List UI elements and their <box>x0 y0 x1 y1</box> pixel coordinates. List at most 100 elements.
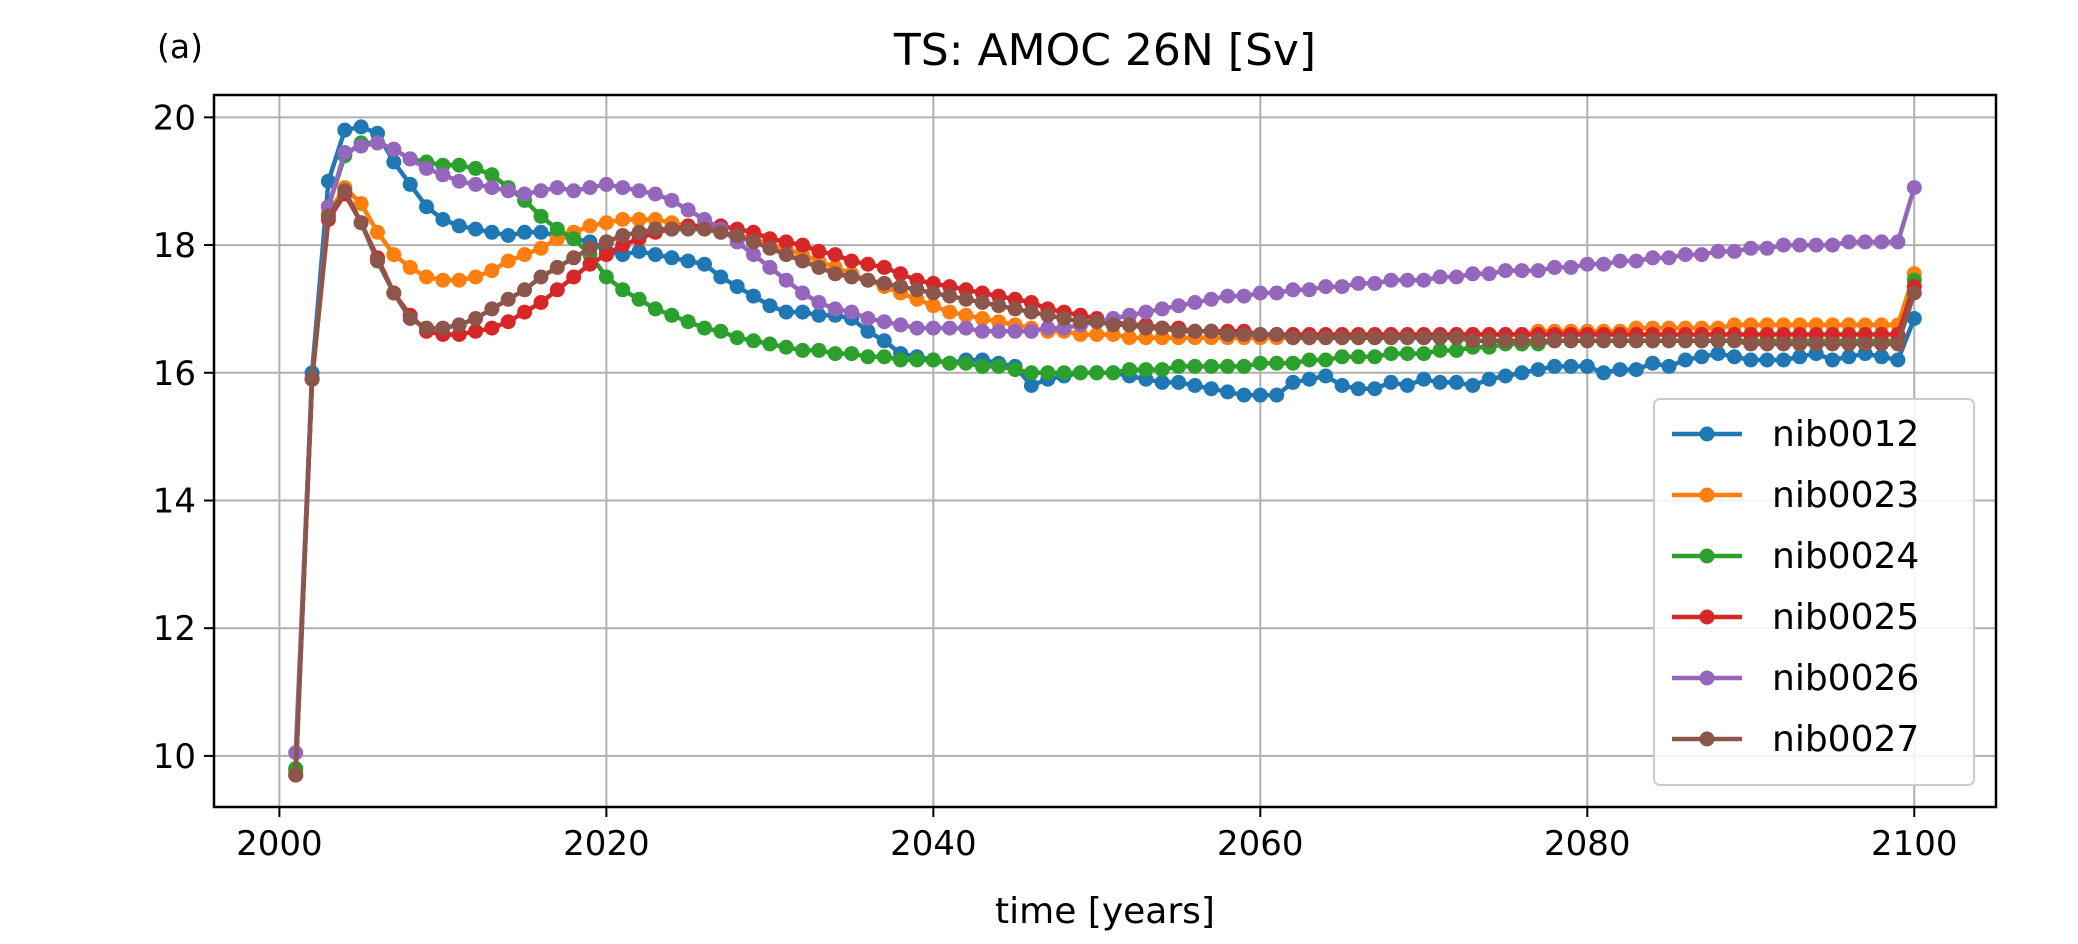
data-point <box>402 311 418 326</box>
data-point <box>435 212 451 227</box>
y-tick-label: 10 <box>153 737 196 777</box>
data-point <box>876 314 892 330</box>
data-point <box>1187 358 1203 374</box>
data-point <box>631 212 647 227</box>
data-point <box>1252 285 1268 301</box>
data-point <box>1138 362 1154 378</box>
y-tick-label: 12 <box>153 609 196 649</box>
x-tick-label: 2020 <box>563 824 650 864</box>
data-point <box>827 266 843 282</box>
data-point <box>991 298 1007 314</box>
data-point <box>615 180 631 196</box>
data-point <box>419 269 434 285</box>
data-point <box>1187 323 1203 339</box>
data-point <box>1383 272 1399 288</box>
data-point <box>435 272 451 288</box>
data-point <box>582 240 598 256</box>
data-point <box>320 173 336 189</box>
data-point <box>1841 349 1857 365</box>
data-point <box>1285 330 1301 346</box>
data-point <box>1089 365 1105 381</box>
data-point <box>1367 275 1383 291</box>
data-point <box>1171 298 1187 314</box>
data-point <box>1285 374 1301 390</box>
data-point <box>974 311 990 326</box>
data-point <box>468 160 484 176</box>
data-point <box>1514 365 1530 381</box>
data-point <box>860 256 876 272</box>
data-point <box>1105 365 1121 381</box>
data-point <box>1449 269 1464 285</box>
data-point <box>729 228 745 243</box>
data-point <box>795 342 811 358</box>
data-point <box>1825 352 1840 368</box>
data-point <box>533 208 549 224</box>
data-point <box>860 349 876 365</box>
data-point <box>1677 352 1693 368</box>
data-point <box>811 259 827 275</box>
data-point <box>876 349 892 365</box>
data-point <box>1383 346 1399 362</box>
data-point <box>664 221 680 237</box>
legend-item: nib0026 <box>1672 658 1919 699</box>
data-point <box>1792 336 1808 352</box>
data-point <box>1465 333 1481 349</box>
data-point <box>1808 237 1824 253</box>
data-point <box>468 323 484 339</box>
data-point <box>337 145 353 160</box>
data-point <box>1612 253 1628 269</box>
data-point <box>1350 349 1366 365</box>
data-point <box>664 307 680 323</box>
data-point <box>1285 282 1301 298</box>
data-point <box>337 183 353 199</box>
legend-label: nib0026 <box>1772 658 1919 699</box>
data-point <box>1547 358 1563 374</box>
data-point <box>615 212 631 227</box>
data-point <box>1269 355 1285 371</box>
data-point <box>1906 311 1922 326</box>
data-point <box>778 247 794 263</box>
data-point <box>1792 349 1808 365</box>
data-point <box>811 307 827 323</box>
data-point <box>1498 263 1513 279</box>
data-point <box>1236 358 1252 374</box>
data-point <box>1023 378 1039 393</box>
data-point <box>484 224 500 240</box>
data-point <box>844 253 860 269</box>
data-point <box>1857 336 1873 352</box>
data-point <box>500 183 516 199</box>
data-point <box>844 346 860 362</box>
chart-title: TS: AMOC 26N [Sv] <box>893 25 1316 76</box>
data-point <box>811 295 827 310</box>
data-point <box>893 352 909 368</box>
data-point <box>484 320 500 336</box>
data-point <box>697 256 712 272</box>
data-point <box>1628 362 1644 378</box>
data-point <box>517 247 533 263</box>
data-point <box>778 304 794 320</box>
data-point <box>533 269 549 285</box>
data-point <box>1776 352 1791 368</box>
data-point <box>1825 237 1840 253</box>
data-point <box>1269 327 1285 342</box>
data-point <box>517 186 533 202</box>
data-point <box>925 285 941 301</box>
data-point <box>1367 330 1383 346</box>
data-point <box>647 247 663 263</box>
data-point <box>1203 291 1219 307</box>
data-point <box>795 237 811 253</box>
legend-label: nib0025 <box>1772 597 1919 638</box>
data-point <box>991 358 1007 374</box>
data-point <box>484 263 500 279</box>
y-tick-label: 20 <box>153 98 196 138</box>
data-point <box>402 151 418 167</box>
data-point <box>680 314 696 330</box>
y-tick-label: 14 <box>153 481 196 521</box>
data-point <box>1514 263 1530 279</box>
data-point <box>451 272 467 288</box>
data-point <box>1530 333 1546 349</box>
data-point <box>615 228 631 243</box>
data-point <box>942 304 958 320</box>
data-point <box>1367 349 1383 365</box>
data-point <box>1726 333 1742 349</box>
